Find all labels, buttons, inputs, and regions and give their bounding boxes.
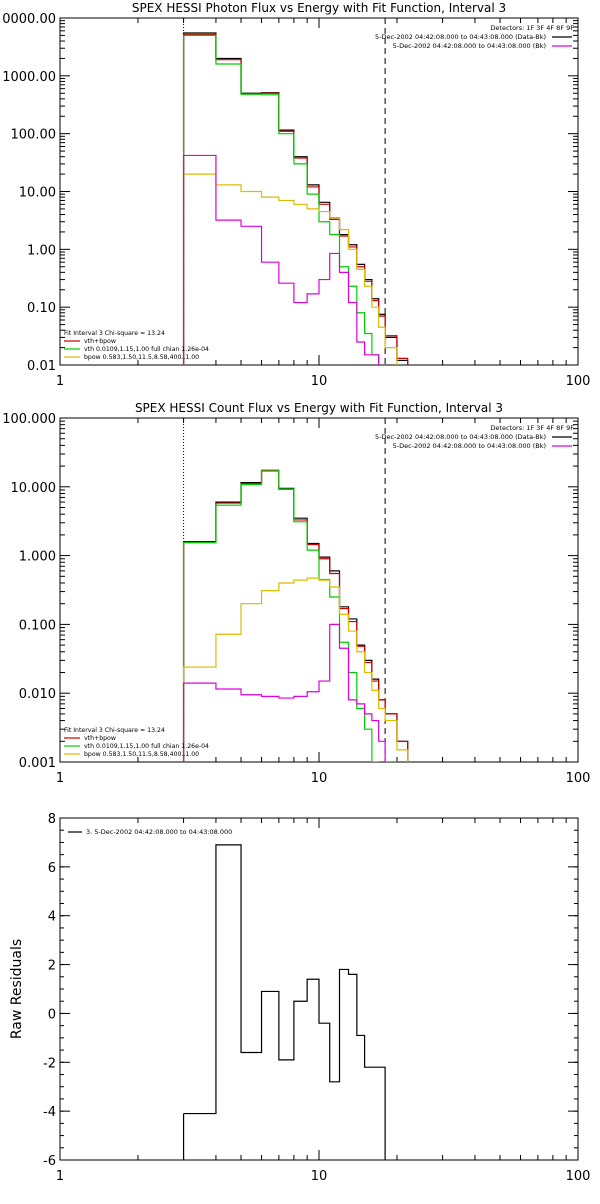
legend-entry: 5-Dec-2002 04:42:08.000 to 04:43:08.000 … xyxy=(375,33,546,41)
y-tick-label: 0 xyxy=(48,1007,56,1022)
series-group xyxy=(182,844,386,1160)
legend-entry: 3. 5-Dec-2002 04:42:08.000 to 04:43:08.0… xyxy=(86,828,232,836)
series-group xyxy=(182,469,409,762)
series-bpow xyxy=(182,577,409,762)
legend-entry: Fit Interval 3 Chi-square = 13.24 xyxy=(64,330,165,337)
y-tick-label: 1.00 xyxy=(27,243,56,258)
series-background xyxy=(182,623,398,762)
y-tick-label: 1000.00 xyxy=(2,70,56,85)
y-tick-label: 8 xyxy=(48,812,56,827)
series-vth xyxy=(182,469,380,762)
y-tick-label: 0.001 xyxy=(19,756,56,771)
y-tick-label: 0.100 xyxy=(19,618,56,633)
x-axis: 1 10 100 xyxy=(56,418,591,786)
y-tick-label: 0000.00 xyxy=(2,12,56,27)
y-tick-label: 10.00 xyxy=(19,186,56,201)
y-tick-label: 2 xyxy=(48,959,56,974)
series-fit_total xyxy=(182,33,409,365)
x-tick-label: 10 xyxy=(311,1169,328,1184)
series-vth xyxy=(182,34,380,365)
y-tick-label: -6 xyxy=(43,1154,56,1169)
legend-entry: vth 0.0109,1.15,1.00 full chian 1.26e-04 xyxy=(84,743,209,750)
y-tick-label: 100.00 xyxy=(11,128,57,143)
x-axis: 1 10 100 xyxy=(56,818,591,1184)
y-tick-label: 6 xyxy=(48,861,56,876)
x-tick-label: 10 xyxy=(311,374,328,389)
legend-entry: 5-Dec-2002 04:42:08.000 to 04:43:08.000 … xyxy=(393,442,546,450)
y-axis: 0.01 0.10 1.00 10.00 100.00 1000.00 0000.00 xyxy=(2,12,578,374)
series-bpow xyxy=(182,173,398,365)
x-tick-label: 10 xyxy=(311,771,328,786)
series-data xyxy=(182,32,409,365)
y-tick-label: 4 xyxy=(48,910,56,925)
x-tick-label: 1 xyxy=(56,1169,64,1184)
series-fit_total xyxy=(182,470,409,762)
series-group xyxy=(182,32,409,365)
x-tick-label: 1 xyxy=(56,374,64,389)
legend-entry: bpow 0.583,1.50,11.5,8.58,400.,1.00 xyxy=(84,751,199,758)
x-axis: 1 10 100 xyxy=(56,18,591,389)
chart-panel-1: SPEX HESSI Photon Flux vs Energy with Fi… xyxy=(2,1,591,389)
y-tick-label: 1.000 xyxy=(19,550,56,565)
chart-title: SPEX HESSI Count Flux vs Energy with Fit… xyxy=(135,401,503,415)
y-tick-label: 100.000 xyxy=(2,412,56,427)
legend-entry: vth+bpow xyxy=(84,735,116,742)
legend-top: Detectors: 1F 3F 4F 8F 9F5-Dec-2002 04:4… xyxy=(375,424,574,450)
chart-title: SPEX HESSI Photon Flux vs Energy with Fi… xyxy=(132,1,506,15)
y-tick-label: -2 xyxy=(43,1056,56,1071)
legend-entry: vth+bpow xyxy=(84,338,116,345)
y-tick-label: 0.01 xyxy=(27,359,56,374)
x-tick-label: 100 xyxy=(566,771,591,786)
chart-panel-3: 1 10 100 -6 -4 -2 0 2 4 6 8 Raw Residuals 3. 5-Dec-2… xyxy=(9,812,590,1184)
y-axis: -6 -4 -2 0 2 4 6 8 xyxy=(43,812,578,1169)
y-tick-label: 10.000 xyxy=(11,481,57,496)
y-tick-label: -4 xyxy=(43,1105,56,1120)
y-axis-label: Raw Residuals xyxy=(9,939,25,1039)
series-residual xyxy=(183,844,386,1160)
legend-top: Detectors: 1F 3F 4F 8F 9F5-Dec-2002 04:4… xyxy=(375,24,574,50)
legend-entry: Detectors: 1F 3F 4F 8F 9F xyxy=(490,424,574,432)
legend-entry: 5-Dec-2002 04:42:08.000 to 04:43:08.000 … xyxy=(393,42,546,50)
x-tick-label: 100 xyxy=(566,1169,591,1184)
legend-entry: vth 0.0109,1.15,1.00 full chian 1.26e-04 xyxy=(84,346,209,353)
chart-panel-2: SPEX HESSI Count Flux vs Energy with Fit… xyxy=(2,401,591,786)
series-background xyxy=(182,154,380,365)
legend-entry: Detectors: 1F 3F 4F 8F 9F xyxy=(490,24,574,32)
legend-entry: 5-Dec-2002 04:42:08.000 to 04:43:08.000 … xyxy=(375,433,546,441)
x-tick-label: 100 xyxy=(566,374,591,389)
legend-entry: bpow 0.583,1.50,11.5,8.58,400.,1.00 xyxy=(84,354,199,361)
y-tick-label: 0.010 xyxy=(19,687,56,702)
series-data xyxy=(182,470,409,762)
x-tick-label: 1 xyxy=(56,771,64,786)
legend-bottom: Fit Interval 3 Chi-square = 13.24vth+bpo… xyxy=(64,330,209,361)
legend-entry: Fit Interval 3 Chi-square = 13.24 xyxy=(64,727,165,734)
legend-bottom: Fit Interval 3 Chi-square = 13.24vth+bpo… xyxy=(64,727,209,758)
y-tick-label: 0.10 xyxy=(27,301,56,316)
plot-frame xyxy=(59,417,579,763)
legend-top: 3. 5-Dec-2002 04:42:08.000 to 04:43:08.0… xyxy=(68,828,232,836)
y-axis: 0.001 0.010 0.100 1.000 10.000 100.000 xyxy=(2,412,578,771)
